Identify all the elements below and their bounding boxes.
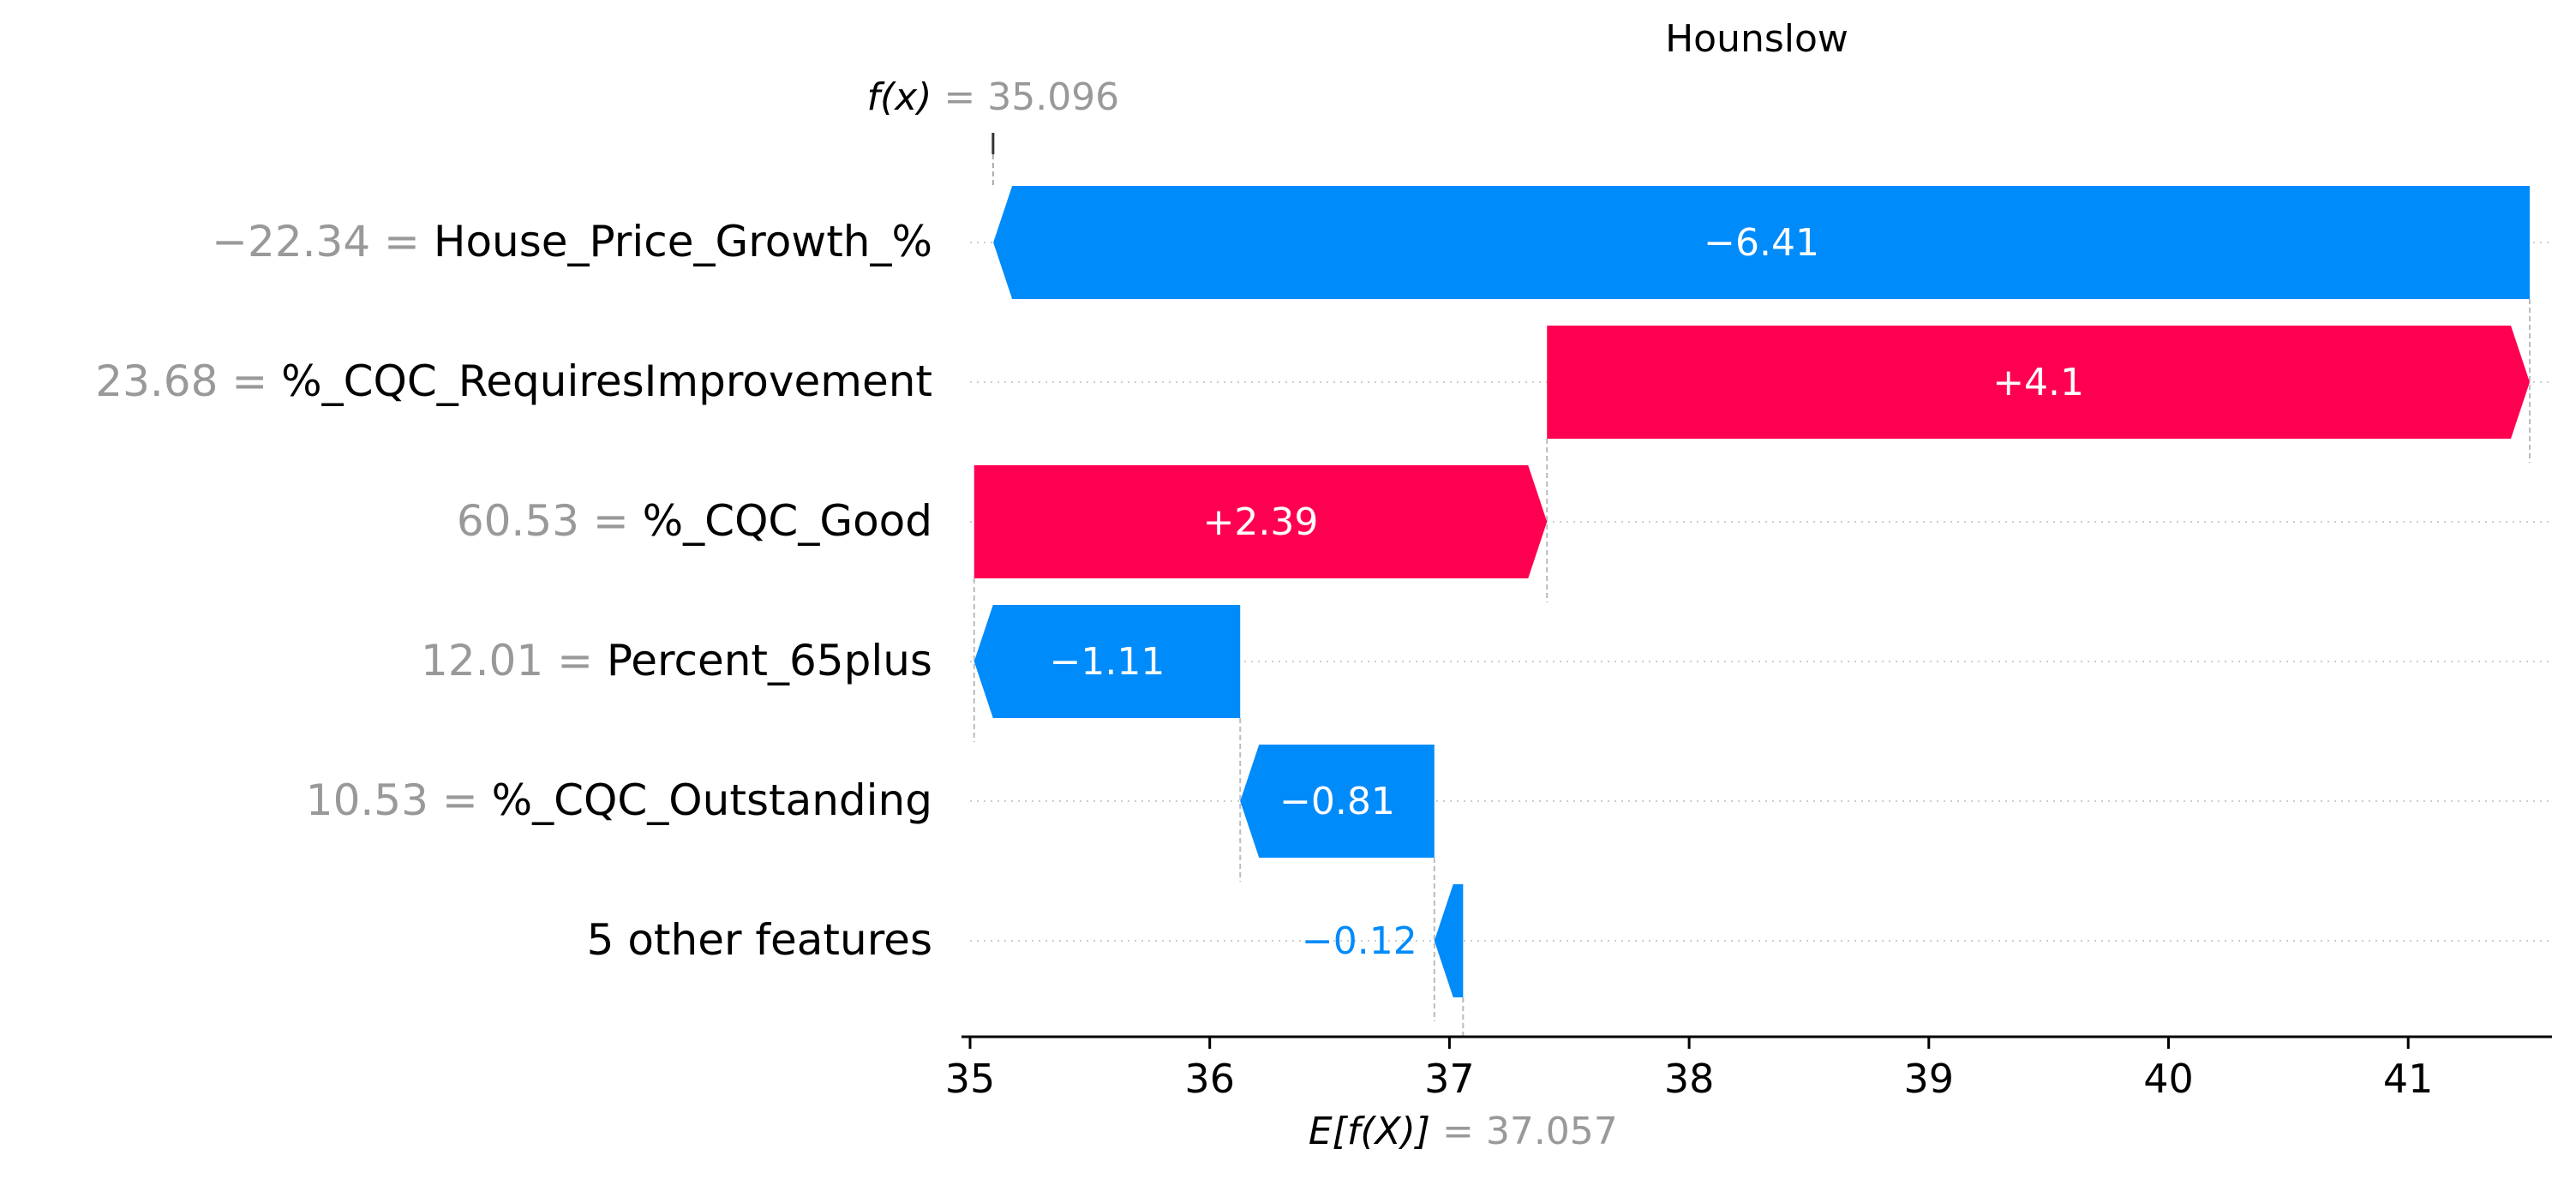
fx-label: f(x) = 35.096 — [867, 75, 1120, 119]
bar-4 — [973, 605, 1241, 718]
base-label-value: = 37.057 — [1430, 1110, 1618, 1153]
bar-value-label: +4.1 — [1992, 361, 2084, 404]
chart-title: Hounslow — [1665, 17, 1848, 61]
feature-name: Percent_65plus — [607, 636, 932, 685]
feature-name: %_CQC_Outstanding — [492, 775, 932, 825]
bar-3 — [973, 465, 1548, 578]
base-value-label: E[f(X)] = 37.057 — [1309, 1110, 1618, 1153]
x-tick-label: 35 — [945, 1056, 996, 1102]
feature-value: 10.53 = — [306, 775, 492, 825]
x-tick-label: 36 — [1184, 1056, 1235, 1102]
feature-name: 5 other features — [587, 915, 932, 965]
x-tick-label: 38 — [1664, 1056, 1715, 1102]
bar-value-label: −1.11 — [1050, 640, 1165, 684]
bar-2 — [1547, 326, 2530, 439]
feature-label: −22.34 = House_Price_Growth_% — [212, 217, 932, 266]
fx-label-symbol: f(x) — [867, 75, 932, 119]
feature-value: −22.34 = — [212, 217, 434, 266]
bar-value-label: +2.39 — [1203, 500, 1319, 544]
feature-value: 23.68 = — [95, 356, 281, 406]
fx-label-value: = 35.096 — [932, 75, 1119, 119]
x-tick-label: 40 — [2143, 1056, 2194, 1102]
x-tick-label: 39 — [1904, 1056, 1955, 1102]
bar-5 — [1240, 745, 1435, 858]
guide-layer — [973, 133, 2531, 1037]
feature-label: 23.68 = %_CQC_RequiresImprovement — [95, 356, 932, 406]
x-tick-label: 37 — [1424, 1056, 1475, 1102]
feature-value: 12.01 = — [421, 636, 607, 685]
feature-label: 10.53 = %_CQC_Outstanding — [306, 775, 932, 825]
feature-label: 5 other features — [587, 915, 932, 965]
feature-name: %_CQC_Good — [643, 496, 932, 546]
feature-label: 60.53 = %_CQC_Good — [457, 496, 932, 546]
feature-name: %_CQC_RequiresImprovement — [281, 356, 932, 406]
bar-layer — [973, 186, 2530, 997]
bar-value-label: −0.81 — [1279, 780, 1395, 823]
bar-1 — [993, 186, 2530, 299]
feature-name: House_Price_Growth_% — [434, 217, 932, 266]
base-label-symbol: E[f(X)] — [1309, 1110, 1430, 1153]
bar-6 — [1434, 884, 1464, 997]
x-tick-label: 41 — [2383, 1056, 2434, 1102]
bar-value-label: −6.41 — [1704, 221, 1819, 265]
feature-label: 12.01 = Percent_65plus — [421, 636, 932, 685]
bar-value-label: −0.12 — [1302, 919, 1417, 963]
label-layer: f(x) = 35.096 −6.41 −22.34 = House_Price_G… — [95, 75, 2084, 1153]
feature-value: 60.53 = — [457, 496, 643, 546]
x-axis: 35 36 37 38 39 40 41 — [945, 1035, 2552, 1102]
